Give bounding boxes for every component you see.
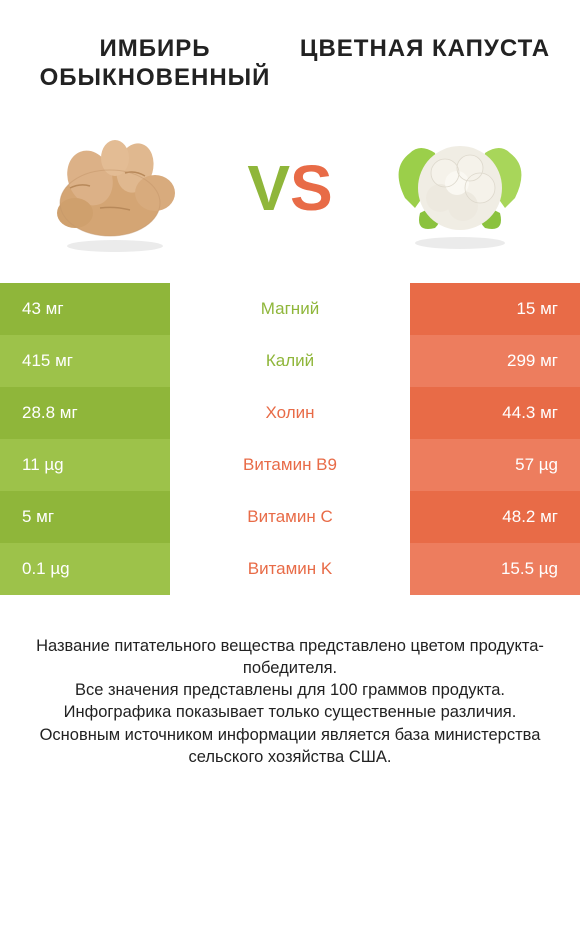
footer-line: Все значения представлены для 100 граммо… [25, 679, 555, 701]
cell-mid: Калий [170, 335, 410, 387]
header-left: ИМБИРЬ ОБЫКНОВЕННЫЙ [20, 35, 290, 93]
cell-left: 415 мг [0, 335, 170, 387]
table-row: 0.1 µg Витамин K 15.5 µg [0, 543, 580, 595]
cell-right: 57 µg [410, 439, 580, 491]
cell-right: 15.5 µg [410, 543, 580, 595]
cell-left: 5 мг [0, 491, 170, 543]
cell-left: 0.1 µg [0, 543, 170, 595]
ginger-image [40, 118, 200, 258]
title-left: ИМБИРЬ ОБЫКНОВЕННЫЙ [20, 35, 290, 93]
cell-mid: Витамин C [170, 491, 410, 543]
vs-label: VS [247, 151, 332, 225]
cell-mid: Магний [170, 283, 410, 335]
cell-mid: Витамин K [170, 543, 410, 595]
cell-left: 11 µg [0, 439, 170, 491]
footer: Название питательного вещества представл… [0, 595, 580, 769]
header-right: ЦВЕТНАЯ КАПУСТА [290, 35, 560, 93]
table-row: 11 µg Витамин B9 57 µg [0, 439, 580, 491]
cell-mid: Холин [170, 387, 410, 439]
footer-line: Основным источником информации является … [25, 724, 555, 769]
cauliflower-image [380, 118, 540, 258]
vs-s: S [290, 152, 333, 224]
header: ИМБИРЬ ОБЫКНОВЕННЫЙ ЦВЕТНАЯ КАПУСТА [0, 0, 580, 113]
footer-line: Название питательного вещества представл… [25, 635, 555, 680]
footer-line: Инфографика показывает только существенн… [25, 701, 555, 723]
table-row: 415 мг Калий 299 мг [0, 335, 580, 387]
table-row: 43 мг Магний 15 мг [0, 283, 580, 335]
title-right: ЦВЕТНАЯ КАПУСТА [290, 35, 560, 64]
cell-left: 28.8 мг [0, 387, 170, 439]
cell-right: 15 мг [410, 283, 580, 335]
table-row: 5 мг Витамин C 48.2 мг [0, 491, 580, 543]
images-row: VS [0, 113, 580, 283]
cell-mid: Витамин B9 [170, 439, 410, 491]
nutrition-table: 43 мг Магний 15 мг 415 мг Калий 299 мг 2… [0, 283, 580, 595]
cell-right: 44.3 мг [410, 387, 580, 439]
cell-right: 299 мг [410, 335, 580, 387]
cell-left: 43 мг [0, 283, 170, 335]
table-row: 28.8 мг Холин 44.3 мг [0, 387, 580, 439]
vs-v: V [247, 152, 290, 224]
cell-right: 48.2 мг [410, 491, 580, 543]
